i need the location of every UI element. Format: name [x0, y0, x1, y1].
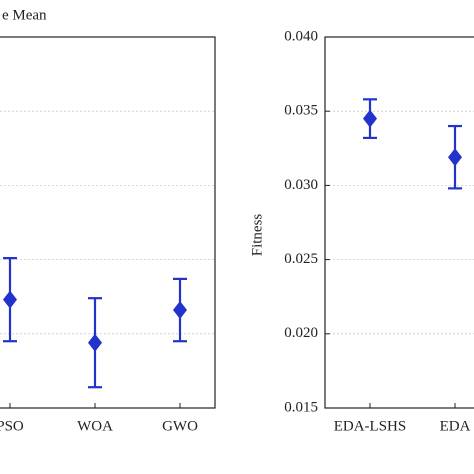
- y-tick-label: 0.040: [284, 28, 318, 44]
- x-tick-label: EDA: [440, 418, 471, 434]
- x-tick-label: PSO: [0, 418, 24, 434]
- y-tick-label: 0.035: [284, 103, 318, 119]
- chart-title: e Mean: [2, 7, 47, 23]
- x-tick-label: EDA-LSHS: [334, 418, 407, 434]
- mean-marker: [3, 290, 17, 309]
- x-tick-label: GWO: [162, 418, 198, 434]
- plot-frame: [0, 36, 216, 409]
- mean-marker: [88, 333, 102, 352]
- mean-marker: [448, 148, 462, 167]
- x-tick-label: WOA: [77, 418, 113, 434]
- y-axis-label: Fitness: [249, 214, 265, 257]
- plot-frame: [324, 36, 474, 409]
- mean-marker: [173, 301, 187, 320]
- y-tick-label: 0.020: [284, 325, 318, 341]
- mean-marker: [363, 109, 377, 128]
- y-tick-label: 0.030: [284, 177, 318, 193]
- y-tick-label: 0.025: [284, 251, 318, 267]
- y-tick-label: 0.015: [284, 399, 318, 415]
